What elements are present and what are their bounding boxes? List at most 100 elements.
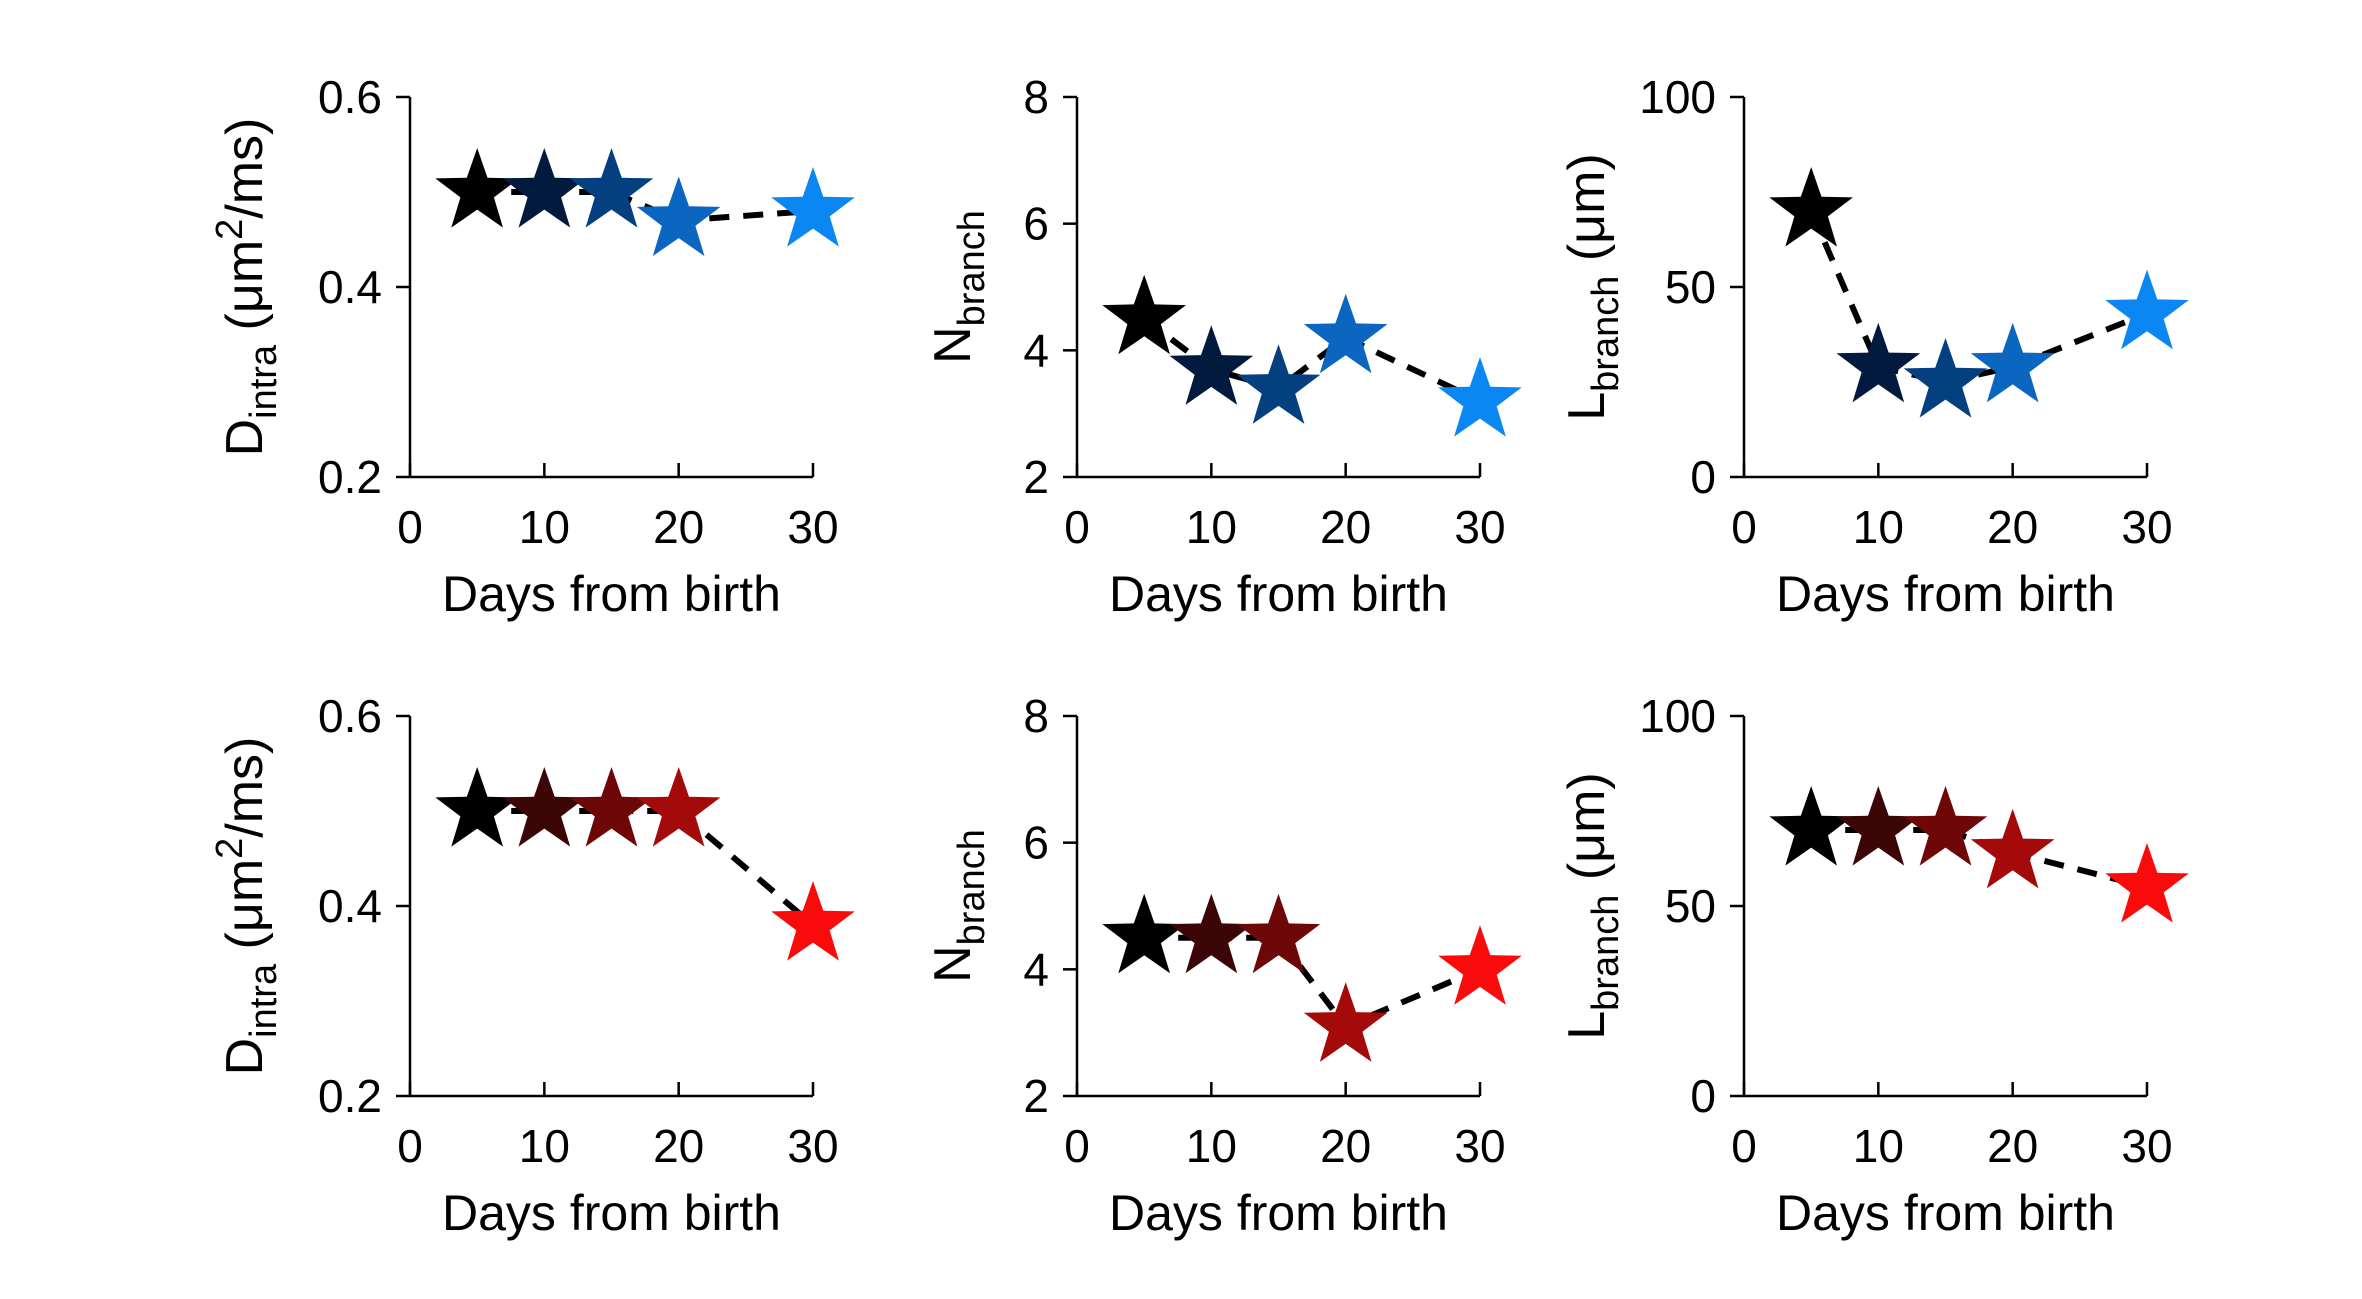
panel-3: 0 10 20 30 0 50 100 Days from birth Lbranch (μm) — [1558, 71, 2189, 622]
star-marker — [569, 767, 654, 847]
y-tick-label: 2 — [1023, 451, 1049, 503]
panel-1: 0 10 20 30 0.2 0.4 0.6 Days from birth Dintra (μ… — [209, 71, 855, 622]
y-tick-label: 4 — [1023, 943, 1049, 995]
x-axis-label: Days from birth — [1109, 566, 1448, 622]
star-marker — [1169, 893, 1254, 974]
x-tick-label: 0 — [397, 1120, 423, 1172]
star-marker — [1438, 357, 1522, 437]
star-marker — [502, 767, 587, 847]
star-marker — [2105, 843, 2189, 923]
y-tick-label: 50 — [1665, 261, 1716, 313]
star-marker — [1836, 786, 1921, 866]
y-axis-label-sub: intra — [243, 963, 285, 1038]
x-tick-label: 20 — [1320, 501, 1371, 553]
star-marker — [569, 148, 654, 228]
star-marker — [1236, 893, 1321, 974]
panel-5: 0 10 20 30 2 4 6 8 Days from birth Nbranch — [924, 690, 1522, 1241]
y-axis-label-sup: 2 — [209, 219, 251, 240]
y-tick-label: 0.2 — [318, 1070, 382, 1122]
x-axis-label: Days from birth — [1776, 566, 2115, 622]
star-marker — [502, 148, 587, 228]
x-axis-label: Days from birth — [442, 566, 781, 622]
star-marker — [1769, 167, 1853, 247]
y-axis-label-main: D — [216, 419, 274, 457]
y-tick-label: 2 — [1023, 1070, 1049, 1122]
y-tick-label: 50 — [1665, 880, 1716, 932]
star-marker — [2105, 269, 2189, 350]
star-marker — [636, 767, 721, 847]
x-tick-label: 30 — [1454, 1120, 1505, 1172]
x-tick-label: 10 — [519, 501, 570, 553]
y-axis-label-main: L — [1558, 392, 1616, 421]
x-tick-label: 30 — [787, 501, 838, 553]
x-tick-label: 10 — [1186, 1120, 1237, 1172]
y-tick-label: 8 — [1023, 71, 1049, 123]
star-marker — [1903, 786, 1988, 866]
x-tick-label: 10 — [1853, 501, 1904, 553]
x-tick-label: 20 — [653, 1120, 704, 1172]
y-axis-label-unit: (μm) — [1558, 153, 1616, 275]
star-marker — [1236, 344, 1321, 424]
y-axis-label: Lbranch (μm) — [1558, 772, 1627, 1039]
star-marker — [435, 767, 519, 847]
panel-6: 0 10 20 30 0 50 100 Days from birth Lbranch (μm) — [1558, 690, 2189, 1241]
y-axis-label-unit: (μm) — [1558, 772, 1616, 894]
y-axis-label: Lbranch (μm) — [1558, 153, 1627, 420]
star-marker — [1970, 322, 2055, 403]
star-marker — [1769, 786, 1853, 866]
y-axis-label-unit: (μm — [216, 859, 274, 964]
y-axis-label-unit: (μm — [216, 240, 274, 345]
star-marker — [1303, 293, 1388, 374]
x-tick-label: 0 — [1064, 501, 1090, 553]
x-axis-label: Days from birth — [442, 1185, 781, 1241]
x-tick-label: 20 — [1987, 1120, 2038, 1172]
y-axis-label-sub: branch — [1585, 276, 1627, 392]
x-tick-label: 20 — [653, 501, 704, 553]
x-tick-label: 10 — [1186, 501, 1237, 553]
y-tick-label: 0.6 — [318, 71, 382, 123]
y-axis-label-main: N — [924, 326, 982, 364]
star-marker — [771, 167, 855, 247]
y-tick-label: 0.6 — [318, 690, 382, 742]
x-tick-label: 0 — [397, 501, 423, 553]
y-axis-label: Nbranch — [924, 210, 993, 364]
x-tick-label: 30 — [2121, 501, 2172, 553]
y-axis-label-sub: branch — [951, 210, 993, 326]
panel-4: 0 10 20 30 0.2 0.4 0.6 Days from birth Dintra (μ… — [209, 690, 855, 1241]
x-tick-label: 20 — [1987, 501, 2038, 553]
x-tick-label: 0 — [1064, 1120, 1090, 1172]
y-axis-label: Dintra (μm2/ms) — [209, 118, 285, 457]
x-tick-label: 0 — [1731, 501, 1757, 553]
star-marker — [1903, 338, 1988, 418]
y-tick-label: 8 — [1023, 690, 1049, 742]
star-marker — [435, 148, 519, 228]
y-axis-label-sup: 2 — [209, 838, 251, 859]
y-tick-label: 0 — [1690, 451, 1716, 503]
star-marker — [771, 881, 855, 961]
y-axis-label-sub: branch — [951, 829, 993, 945]
y-tick-label: 0.4 — [318, 261, 382, 313]
star-marker — [1169, 325, 1254, 405]
panel-2: 0 10 20 30 2 4 6 8 Days from birth Nbranch — [924, 71, 1522, 622]
y-tick-label: 0.2 — [318, 451, 382, 503]
y-axis-label-sub: intra — [243, 344, 285, 419]
y-axis-label-tail: /ms) — [216, 737, 274, 838]
y-tick-label: 0 — [1690, 1070, 1716, 1122]
star-marker — [1836, 322, 1921, 403]
y-axis-label-main: D — [216, 1038, 274, 1076]
y-axis-label-main: L — [1558, 1011, 1616, 1040]
star-marker — [636, 176, 721, 257]
y-axis-label-tail: /ms) — [216, 118, 274, 219]
y-tick-label: 100 — [1639, 690, 1716, 742]
x-tick-label: 20 — [1320, 1120, 1371, 1172]
x-axis-label: Days from birth — [1776, 1185, 2115, 1241]
x-tick-label: 30 — [2121, 1120, 2172, 1172]
x-tick-label: 0 — [1731, 1120, 1757, 1172]
y-axis-label-sub: branch — [1585, 895, 1627, 1011]
x-tick-label: 30 — [1454, 501, 1505, 553]
star-marker — [1438, 925, 1522, 1005]
y-tick-label: 6 — [1023, 817, 1049, 869]
star-marker — [1102, 893, 1186, 974]
y-axis-label-main: N — [924, 945, 982, 983]
